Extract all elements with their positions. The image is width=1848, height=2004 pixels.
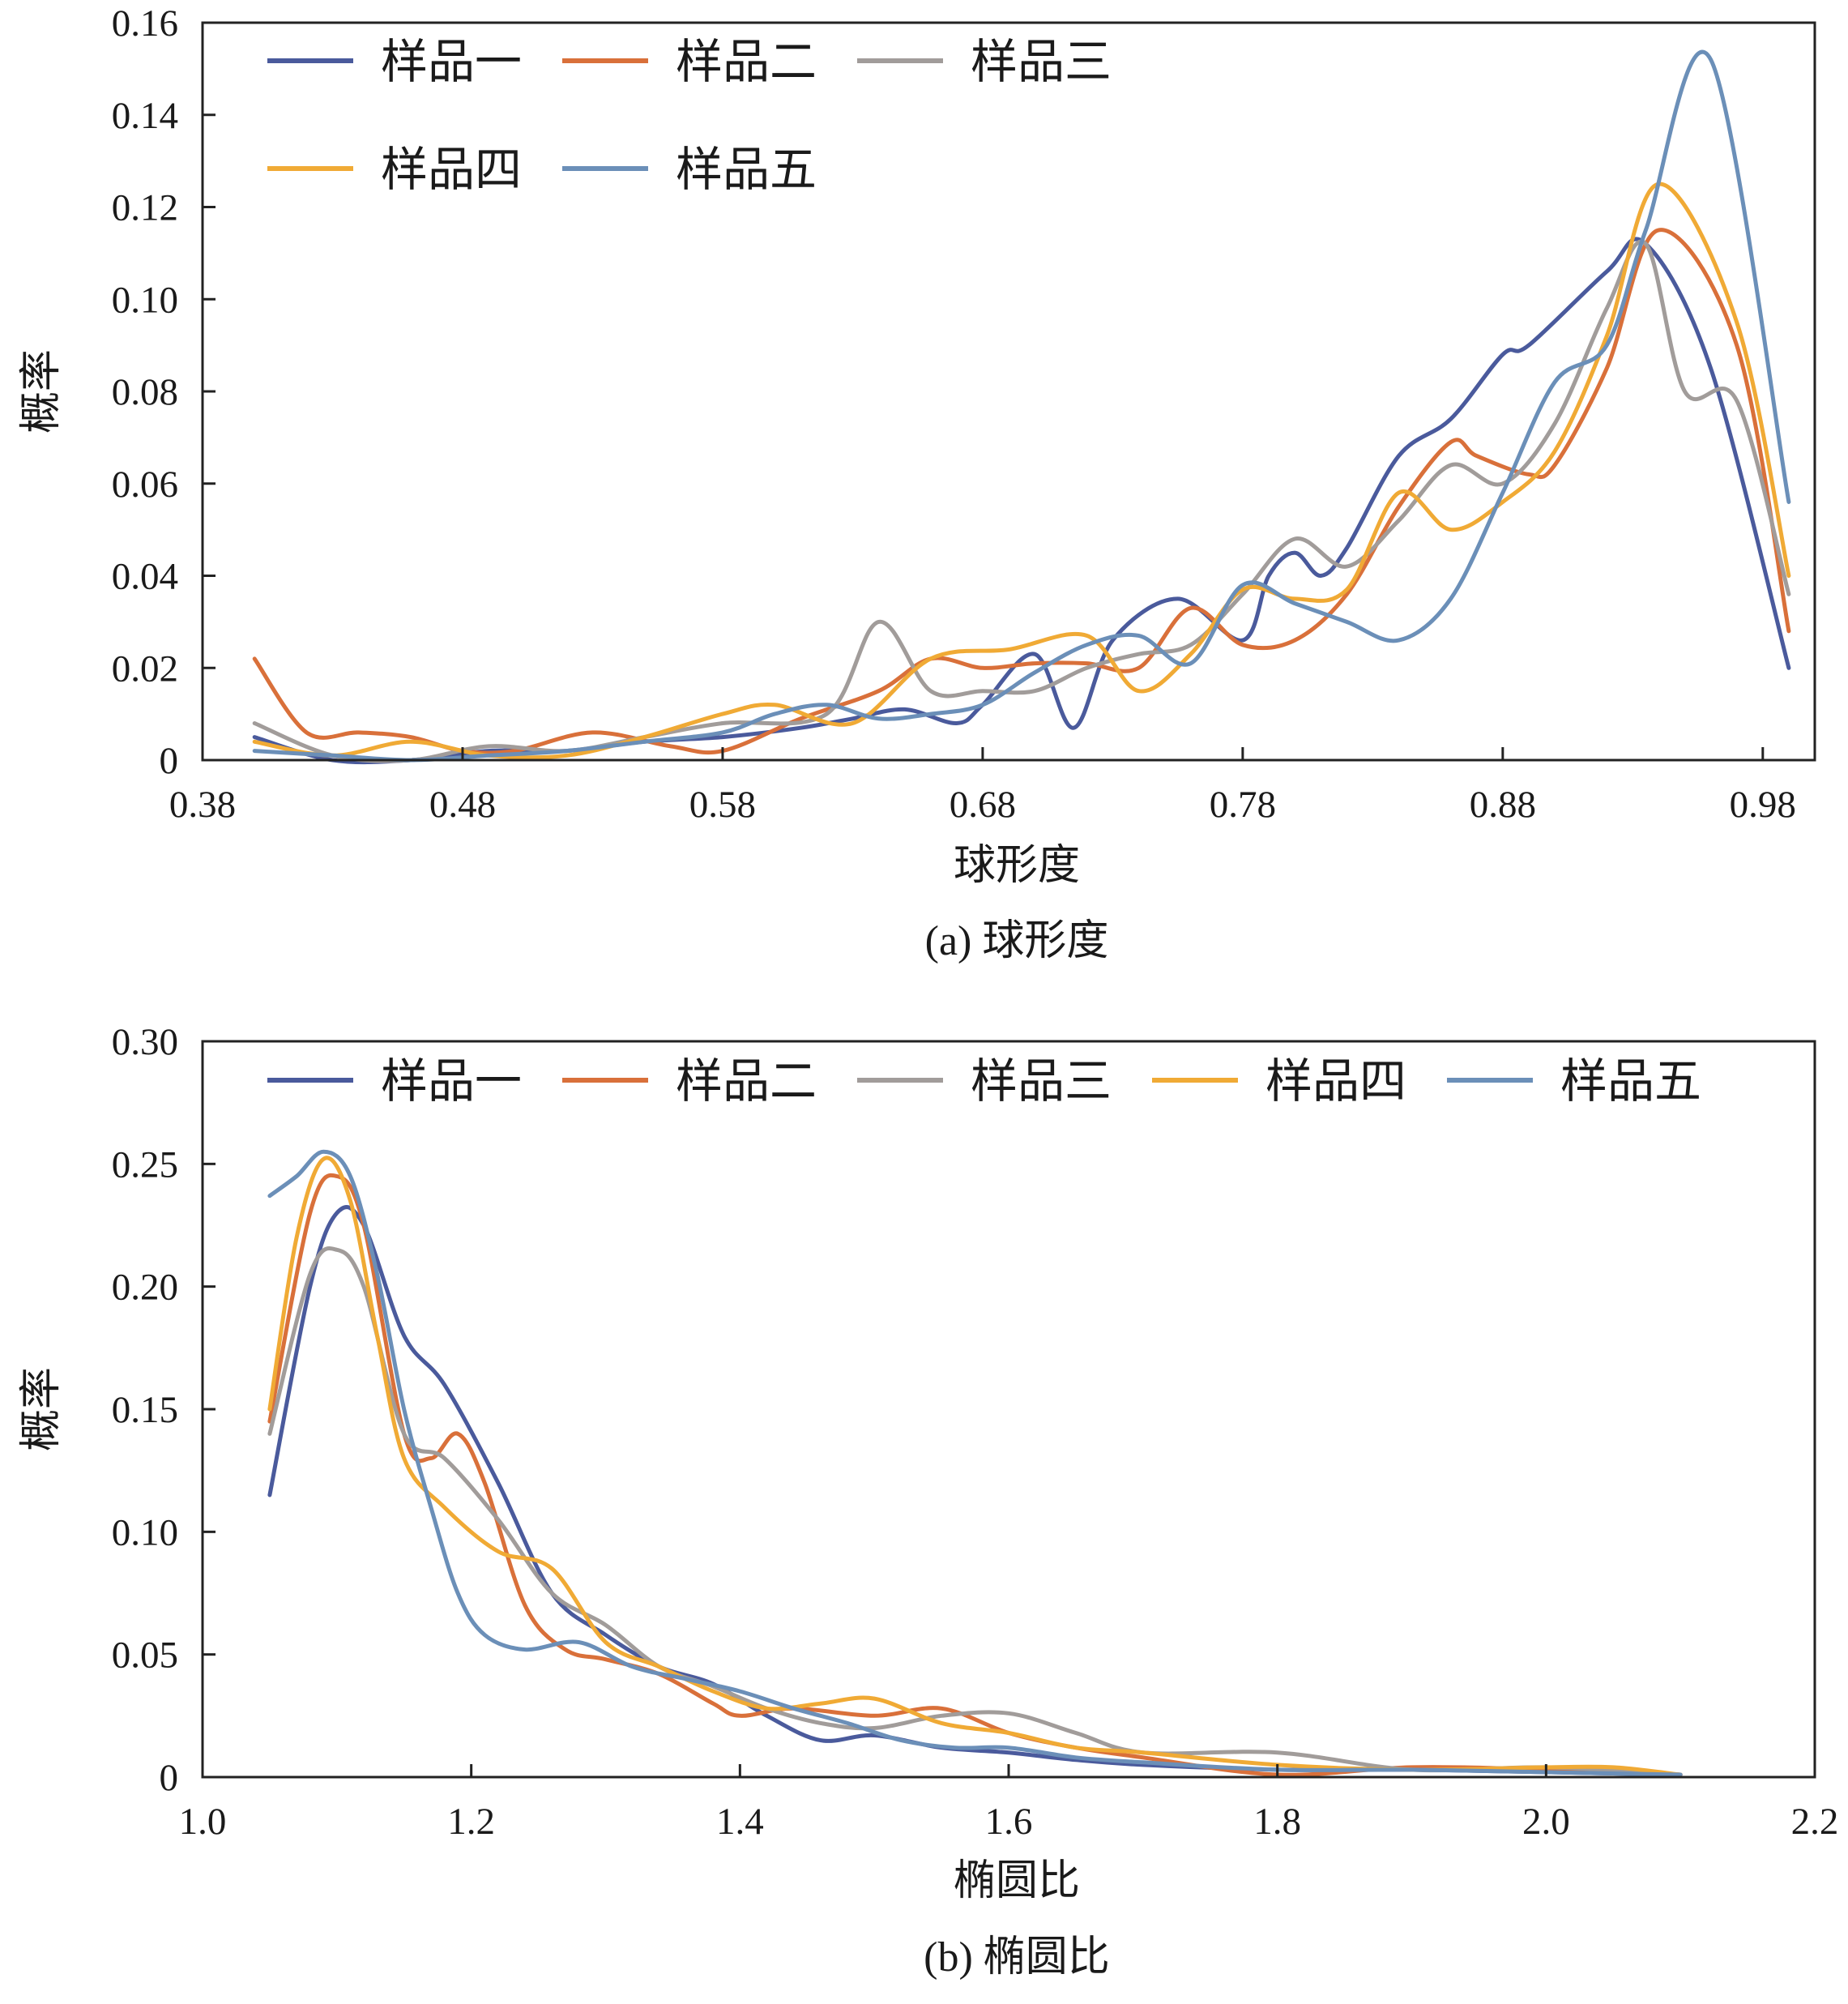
x-tick-label: 1.8	[1253, 1801, 1301, 1843]
y-tick-label: 0.08	[112, 371, 178, 413]
y-axis-label: 概率	[19, 1367, 65, 1451]
x-tick-label: 2.2	[1791, 1801, 1839, 1843]
y-tick-label: 0.06	[112, 464, 178, 506]
legend-entry: 样品四	[381, 143, 522, 196]
x-tick-label: 1.0	[179, 1801, 227, 1843]
series-line-4	[267, 1156, 1683, 1777]
chart-ellipse-ratio: 1.0 1.2 1.4 1.6 1.8 2.0 2.2 0 0.05 0.10 0.15 0.20 0.…	[19, 1021, 1838, 1980]
legend: 样品一 样品二 样品三 样品四 样品五	[267, 1055, 1701, 1108]
x-tick-label: 0.38	[169, 784, 236, 826]
y-tick-label: 0.25	[112, 1143, 178, 1186]
y-tick-label: 0.04	[112, 556, 178, 598]
y-tick-label: 0.16	[112, 2, 178, 45]
series-line-1	[252, 237, 1791, 765]
legend-entry: 样品三	[971, 36, 1112, 88]
legend-entry: 样品五	[676, 143, 817, 196]
series-line-5	[267, 1149, 1683, 1777]
x-tick-label: 2.0	[1522, 1801, 1570, 1843]
series-line-2	[252, 228, 1791, 755]
x-tick-label: 0.88	[1470, 784, 1536, 826]
y-tick-label: 0.10	[112, 1511, 178, 1553]
legend-entry: 样品三	[971, 1055, 1112, 1108]
y-tick-label: 0.05	[112, 1634, 178, 1677]
y-axis-label: 概率	[19, 349, 65, 434]
y-tick-label: 0.10	[112, 279, 178, 321]
series-line-3	[267, 1246, 1683, 1777]
series-line-4	[252, 182, 1791, 760]
figure-caption: (a) 球形度	[925, 918, 1109, 964]
y-tick-label: 0.30	[112, 1021, 178, 1063]
x-tick-label: 0.98	[1730, 784, 1796, 826]
figure-caption: (b) 椭圆比	[924, 1934, 1110, 1980]
y-tick-label: 0.12	[112, 187, 178, 229]
x-tick-label: 0.58	[689, 784, 756, 826]
x-axis-label: 椭圆比	[954, 1858, 1080, 1904]
legend-entry: 样品二	[676, 36, 817, 88]
legend-entry: 样品二	[676, 1055, 817, 1108]
legend-entry: 样品一	[381, 1055, 522, 1108]
x-tick-label: 0.78	[1210, 784, 1276, 826]
y-tick-label: 0.02	[112, 647, 178, 690]
series-line-5	[252, 49, 1791, 763]
legend-entry: 样品一	[381, 36, 522, 88]
series-line-1	[267, 1205, 1683, 1777]
y-tick-label: 0.15	[112, 1389, 178, 1431]
x-tick-label: 1.2	[447, 1801, 495, 1843]
y-tick-label: 0	[160, 740, 179, 782]
legend-entry: 样品四	[1265, 1055, 1406, 1108]
x-tick-label: 1.4	[716, 1801, 764, 1843]
series-line-2	[267, 1173, 1683, 1777]
y-tick-label: 0.20	[112, 1267, 178, 1309]
x-tick-label: 0.48	[429, 784, 496, 826]
x-tick-label: 1.6	[985, 1801, 1033, 1843]
plot-frame	[201, 1040, 1816, 1779]
chart-sphericity: 0.38 0.48 0.58 0.68 0.78 0.88 0.98 0 0.02 0.04 0.0…	[19, 2, 1816, 964]
y-tick-label: 0	[160, 1757, 179, 1799]
x-tick-label: 0.68	[950, 784, 1016, 826]
x-axis-label: 球形度	[954, 843, 1080, 889]
legend-entry: 样品五	[1560, 1055, 1701, 1108]
y-tick-label: 0.14	[112, 95, 178, 137]
